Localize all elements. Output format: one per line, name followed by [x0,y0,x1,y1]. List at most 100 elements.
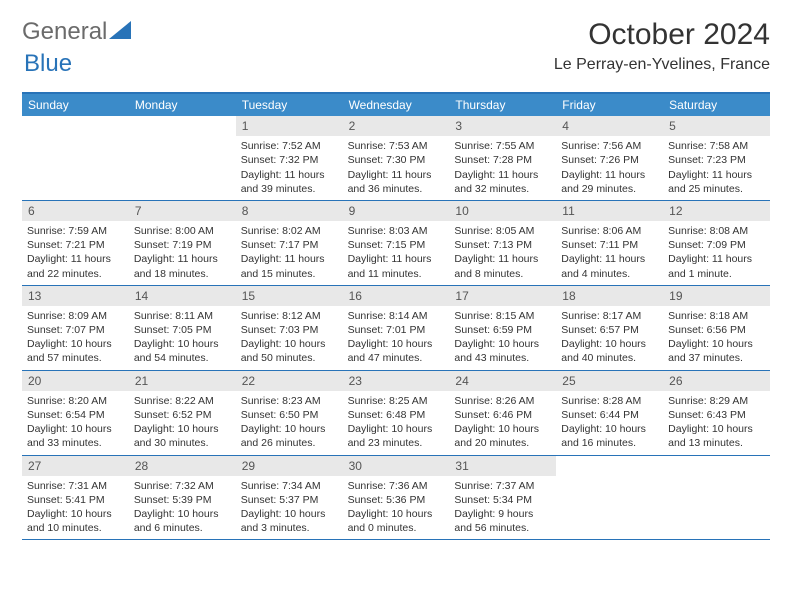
sunset-text: Sunset: 5:37 PM [241,493,338,507]
sunrise-text: Sunrise: 7:52 AM [241,139,338,153]
day-cell [556,456,663,540]
day-body: Sunrise: 8:06 AMSunset: 7:11 PMDaylight:… [556,221,663,285]
weekday-wednesday: Wednesday [343,94,450,116]
sunset-text: Sunset: 6:48 PM [348,408,445,422]
day-number: 7 [129,201,236,221]
day-cell: 3Sunrise: 7:55 AMSunset: 7:28 PMDaylight… [449,116,556,200]
sunrise-text: Sunrise: 7:36 AM [348,479,445,493]
day-number: 13 [22,286,129,306]
sunset-text: Sunset: 7:05 PM [134,323,231,337]
day-cell: 16Sunrise: 8:14 AMSunset: 7:01 PMDayligh… [343,286,450,370]
sunrise-text: Sunrise: 8:25 AM [348,394,445,408]
day-cell: 4Sunrise: 7:56 AMSunset: 7:26 PMDaylight… [556,116,663,200]
sunrise-text: Sunrise: 8:06 AM [561,224,658,238]
sunset-text: Sunset: 7:23 PM [668,153,765,167]
weekday-tuesday: Tuesday [236,94,343,116]
sunset-text: Sunset: 7:30 PM [348,153,445,167]
sunset-text: Sunset: 7:15 PM [348,238,445,252]
day-body: Sunrise: 7:58 AMSunset: 7:23 PMDaylight:… [663,136,770,200]
daylight-text: Daylight: 10 hours and 6 minutes. [134,507,231,535]
daylight-text: Daylight: 10 hours and 26 minutes. [241,422,338,450]
day-number: 30 [343,456,450,476]
sunrise-text: Sunrise: 7:32 AM [134,479,231,493]
daylight-text: Daylight: 11 hours and 11 minutes. [348,252,445,280]
day-body: Sunrise: 7:32 AMSunset: 5:39 PMDaylight:… [129,476,236,540]
day-number: 21 [129,371,236,391]
day-body: Sunrise: 8:08 AMSunset: 7:09 PMDaylight:… [663,221,770,285]
sunset-text: Sunset: 5:34 PM [454,493,551,507]
sunset-text: Sunset: 7:09 PM [668,238,765,252]
daylight-text: Daylight: 10 hours and 0 minutes. [348,507,445,535]
day-cell: 31Sunrise: 7:37 AMSunset: 5:34 PMDayligh… [449,456,556,540]
day-cell: 22Sunrise: 8:23 AMSunset: 6:50 PMDayligh… [236,371,343,455]
daylight-text: Daylight: 11 hours and 39 minutes. [241,168,338,196]
day-body: Sunrise: 8:03 AMSunset: 7:15 PMDaylight:… [343,221,450,285]
day-body: Sunrise: 8:12 AMSunset: 7:03 PMDaylight:… [236,306,343,370]
sunrise-text: Sunrise: 7:53 AM [348,139,445,153]
day-body: Sunrise: 8:14 AMSunset: 7:01 PMDaylight:… [343,306,450,370]
day-cell: 10Sunrise: 8:05 AMSunset: 7:13 PMDayligh… [449,201,556,285]
day-body: Sunrise: 8:11 AMSunset: 7:05 PMDaylight:… [129,306,236,370]
brand-name-part1: General [22,18,107,46]
title-block: October 2024 Le Perray-en-Yvelines, Fran… [554,18,770,74]
day-cell: 14Sunrise: 8:11 AMSunset: 7:05 PMDayligh… [129,286,236,370]
weeks-container: 1Sunrise: 7:52 AMSunset: 7:32 PMDaylight… [22,116,770,540]
day-number: 20 [22,371,129,391]
weekday-monday: Monday [129,94,236,116]
sunset-text: Sunset: 5:41 PM [27,493,124,507]
day-cell: 8Sunrise: 8:02 AMSunset: 7:17 PMDaylight… [236,201,343,285]
day-cell [129,116,236,200]
month-title: October 2024 [554,18,770,52]
day-body: Sunrise: 7:31 AMSunset: 5:41 PMDaylight:… [22,476,129,540]
daylight-text: Daylight: 11 hours and 36 minutes. [348,168,445,196]
daylight-text: Daylight: 11 hours and 4 minutes. [561,252,658,280]
day-cell: 15Sunrise: 8:12 AMSunset: 7:03 PMDayligh… [236,286,343,370]
sunrise-text: Sunrise: 7:31 AM [27,479,124,493]
day-body: Sunrise: 8:09 AMSunset: 7:07 PMDaylight:… [22,306,129,370]
sunrise-text: Sunrise: 7:56 AM [561,139,658,153]
sunrise-text: Sunrise: 8:23 AM [241,394,338,408]
day-body: Sunrise: 8:22 AMSunset: 6:52 PMDaylight:… [129,391,236,455]
day-body: Sunrise: 8:20 AMSunset: 6:54 PMDaylight:… [22,391,129,455]
brand-logo: General [22,18,133,46]
day-cell: 17Sunrise: 8:15 AMSunset: 6:59 PMDayligh… [449,286,556,370]
sunset-text: Sunset: 6:54 PM [27,408,124,422]
day-number: 6 [22,201,129,221]
sunset-text: Sunset: 7:21 PM [27,238,124,252]
day-number: 9 [343,201,450,221]
weekday-saturday: Saturday [663,94,770,116]
sunrise-text: Sunrise: 8:05 AM [454,224,551,238]
brand-name-part2: Blue [24,50,72,77]
day-body: Sunrise: 8:23 AMSunset: 6:50 PMDaylight:… [236,391,343,455]
sunset-text: Sunset: 7:03 PM [241,323,338,337]
sunrise-text: Sunrise: 8:00 AM [134,224,231,238]
daylight-text: Daylight: 10 hours and 47 minutes. [348,337,445,365]
day-number: 3 [449,116,556,136]
sunset-text: Sunset: 6:57 PM [561,323,658,337]
day-cell: 2Sunrise: 7:53 AMSunset: 7:30 PMDaylight… [343,116,450,200]
day-cell: 30Sunrise: 7:36 AMSunset: 5:36 PMDayligh… [343,456,450,540]
day-number: 22 [236,371,343,391]
sunset-text: Sunset: 6:50 PM [241,408,338,422]
sunset-text: Sunset: 6:44 PM [561,408,658,422]
day-number: 29 [236,456,343,476]
day-number: 14 [129,286,236,306]
day-number: 8 [236,201,343,221]
day-body: Sunrise: 7:36 AMSunset: 5:36 PMDaylight:… [343,476,450,540]
day-cell: 18Sunrise: 8:17 AMSunset: 6:57 PMDayligh… [556,286,663,370]
daylight-text: Daylight: 10 hours and 20 minutes. [454,422,551,450]
sunrise-text: Sunrise: 8:03 AM [348,224,445,238]
day-number: 23 [343,371,450,391]
day-body: Sunrise: 8:26 AMSunset: 6:46 PMDaylight:… [449,391,556,455]
day-body: Sunrise: 8:25 AMSunset: 6:48 PMDaylight:… [343,391,450,455]
daylight-text: Daylight: 10 hours and 50 minutes. [241,337,338,365]
sunset-text: Sunset: 7:13 PM [454,238,551,252]
day-number: 5 [663,116,770,136]
day-body: Sunrise: 8:05 AMSunset: 7:13 PMDaylight:… [449,221,556,285]
day-cell: 6Sunrise: 7:59 AMSunset: 7:21 PMDaylight… [22,201,129,285]
sunset-text: Sunset: 6:56 PM [668,323,765,337]
sunrise-text: Sunrise: 8:29 AM [668,394,765,408]
sunset-text: Sunset: 7:19 PM [134,238,231,252]
day-cell: 25Sunrise: 8:28 AMSunset: 6:44 PMDayligh… [556,371,663,455]
sunrise-text: Sunrise: 8:17 AM [561,309,658,323]
